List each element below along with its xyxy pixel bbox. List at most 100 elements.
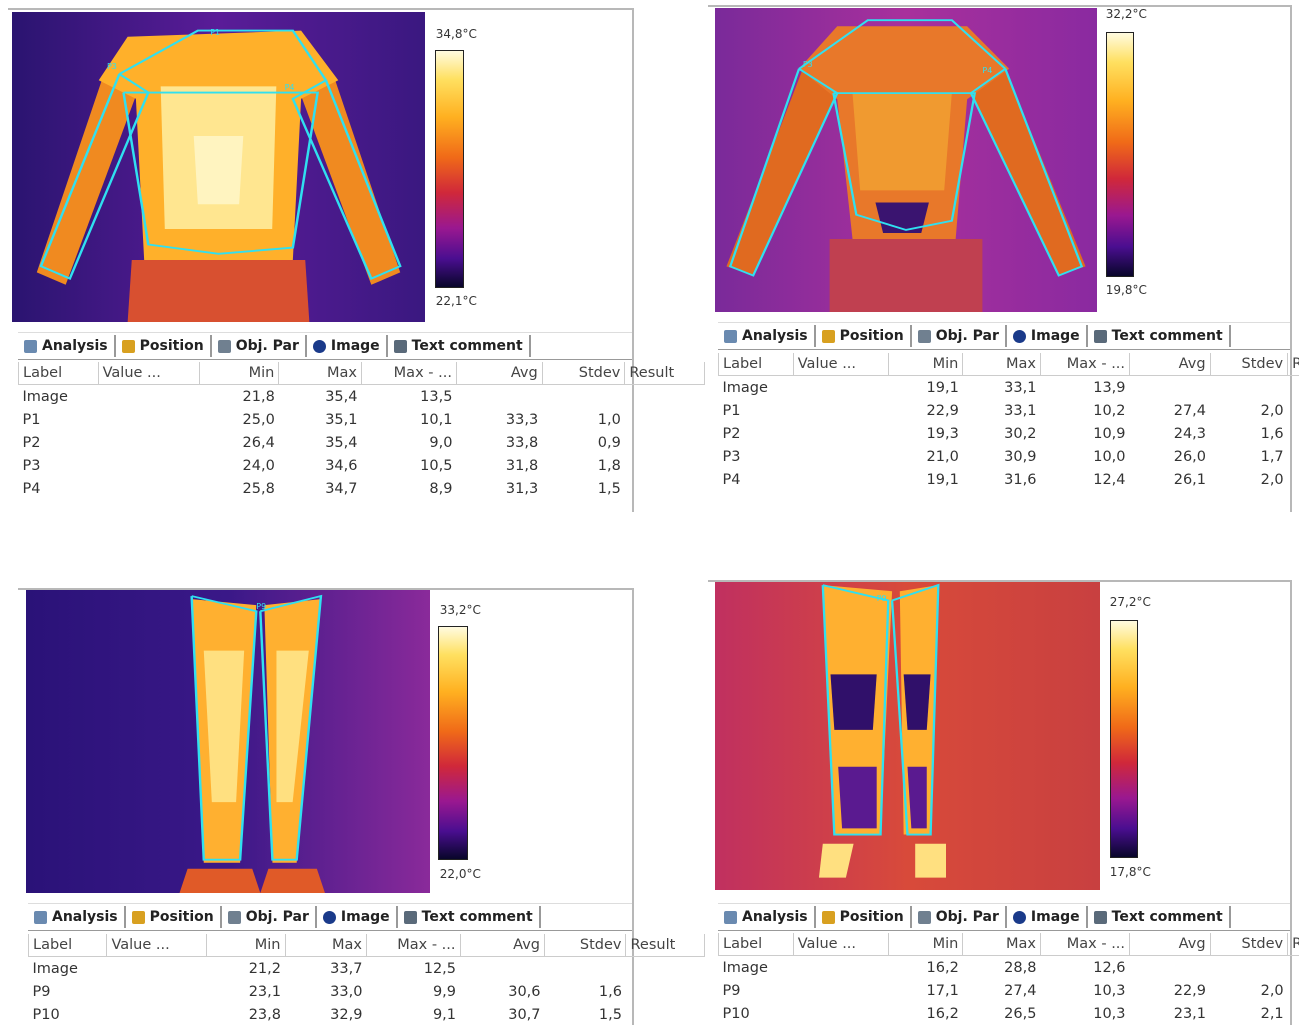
tab-label: Text comment: [1112, 328, 1223, 344]
table-cell: 19,1: [888, 376, 963, 400]
table-cell: P2: [719, 422, 794, 445]
tab-label: Position: [840, 328, 904, 344]
tab[interactable]: Obj. Par: [912, 325, 1007, 347]
table-row: P1023,832,99,130,71,5: [29, 1003, 705, 1025]
column-header[interactable]: Max - ...: [366, 934, 460, 957]
table-cell: 9,9: [366, 980, 460, 1003]
table-cell: [98, 385, 199, 409]
tab[interactable]: Position: [116, 335, 212, 357]
column-header[interactable]: Max - ...: [1040, 933, 1129, 956]
table-cell: 31,8: [456, 454, 542, 477]
column-header[interactable]: Stdev: [545, 934, 626, 957]
table-cell: 26,0: [1130, 445, 1211, 468]
column-header[interactable]: Max: [963, 353, 1041, 376]
column-header[interactable]: Max - ...: [1040, 353, 1129, 376]
table-cell: 32,9: [285, 1003, 366, 1025]
column-header[interactable]: Result: [1288, 353, 1299, 376]
table-cell: P1: [19, 408, 99, 431]
tab[interactable]: Text comment: [1088, 325, 1231, 347]
table-cell: [1130, 376, 1211, 400]
column-header[interactable]: Avg: [460, 934, 545, 957]
table-cell: [1130, 956, 1211, 980]
tab[interactable]: Image: [317, 906, 398, 928]
column-header[interactable]: Min: [207, 934, 285, 957]
table-cell: 25,0: [199, 408, 279, 431]
tab[interactable]: Text comment: [388, 335, 531, 357]
tab-bar: Analysis Position Obj. Par Image Text commen…: [718, 322, 1290, 350]
table-cell: [625, 454, 705, 477]
table-row: Image19,133,113,9: [719, 376, 1299, 400]
tab[interactable]: Analysis: [18, 335, 116, 357]
column-header[interactable]: Value ...: [793, 353, 888, 376]
tab[interactable]: Text comment: [398, 906, 541, 928]
column-header[interactable]: Value ...: [98, 362, 199, 385]
tab-label: Image: [1031, 328, 1080, 344]
tab-bar: Analysis PositionObj. ParImageText commen…: [28, 903, 632, 931]
column-header[interactable]: Result: [1288, 933, 1299, 956]
column-header[interactable]: Max: [963, 933, 1041, 956]
column-header[interactable]: Stdev: [1210, 353, 1288, 376]
column-header[interactable]: Avg: [456, 362, 542, 385]
table-cell: Image: [19, 385, 99, 409]
tab[interactable]: Obj. Par: [212, 335, 307, 357]
column-header[interactable]: Min: [199, 362, 279, 385]
tab[interactable]: Obj. Par: [912, 906, 1007, 928]
table-cell: [626, 980, 704, 1003]
column-header[interactable]: Value ...: [107, 934, 207, 957]
scale-min-label: 22,0°C: [440, 867, 481, 881]
table-cell: Image: [719, 376, 794, 400]
column-header[interactable]: Label: [719, 353, 794, 376]
thermal-image: [715, 8, 1097, 312]
column-header[interactable]: Label: [29, 934, 107, 957]
results-table: LabelValue ...MinMaxMax - ...AvgStdevRes…: [18, 362, 705, 500]
tab[interactable]: Analysis: [718, 325, 816, 347]
table-row: Image21,233,712,5: [29, 957, 705, 981]
column-header[interactable]: Avg: [1130, 933, 1211, 956]
tab[interactable]: Text comment: [1088, 906, 1231, 928]
roi-label: P4: [982, 66, 992, 75]
color-scale: [435, 50, 464, 288]
column-header[interactable]: Label: [719, 933, 794, 956]
column-header[interactable]: Value ...: [793, 933, 888, 956]
table-row: P1016,226,510,323,12,1: [719, 1002, 1299, 1025]
tab[interactable]: Image: [1007, 325, 1088, 347]
tab-label: Analysis: [52, 909, 118, 925]
results-table: LabelValue ...MinMaxMax - ...AvgStdevRes…: [718, 353, 1299, 491]
tab[interactable]: Analysis: [718, 906, 816, 928]
tab[interactable]: Analysis: [28, 906, 126, 928]
table-cell: 27,4: [1130, 399, 1211, 422]
table-cell: P10: [719, 1002, 794, 1025]
table-cell: P4: [719, 468, 794, 491]
thermal-shape: [831, 674, 877, 729]
column-header[interactable]: Max: [285, 934, 366, 957]
roi-label: P4: [285, 83, 295, 92]
tab[interactable]: Position: [816, 906, 912, 928]
column-header[interactable]: Max - ...: [361, 362, 456, 385]
tab-icon: [1094, 330, 1107, 343]
tab-label: Analysis: [42, 338, 108, 354]
table-cell: 30,2: [963, 422, 1041, 445]
column-header[interactable]: Label: [19, 362, 99, 385]
tab[interactable]: Obj. Par: [222, 906, 317, 928]
tab-icon: [218, 340, 231, 353]
table-cell: 33,1: [963, 376, 1041, 400]
table-cell: P3: [19, 454, 99, 477]
tab[interactable]: Position: [126, 906, 222, 928]
tab-icon: [1013, 330, 1026, 343]
tab-label: Image: [1031, 909, 1080, 925]
column-header[interactable]: Max: [279, 362, 362, 385]
table-cell: 35,1: [279, 408, 362, 431]
column-header[interactable]: Min: [888, 933, 963, 956]
thermal-shape: [180, 869, 261, 893]
tab[interactable]: Position: [816, 325, 912, 347]
tab[interactable]: Image: [307, 335, 388, 357]
column-header[interactable]: Avg: [1130, 353, 1211, 376]
column-header[interactable]: Stdev: [542, 362, 625, 385]
column-header[interactable]: Result: [625, 362, 705, 385]
column-header[interactable]: Stdev: [1210, 933, 1288, 956]
table-row: P226,435,49,033,80,9: [19, 431, 705, 454]
column-header[interactable]: Result: [626, 934, 704, 957]
table-cell: [545, 957, 626, 981]
tab[interactable]: Image: [1007, 906, 1088, 928]
column-header[interactable]: Min: [888, 353, 963, 376]
